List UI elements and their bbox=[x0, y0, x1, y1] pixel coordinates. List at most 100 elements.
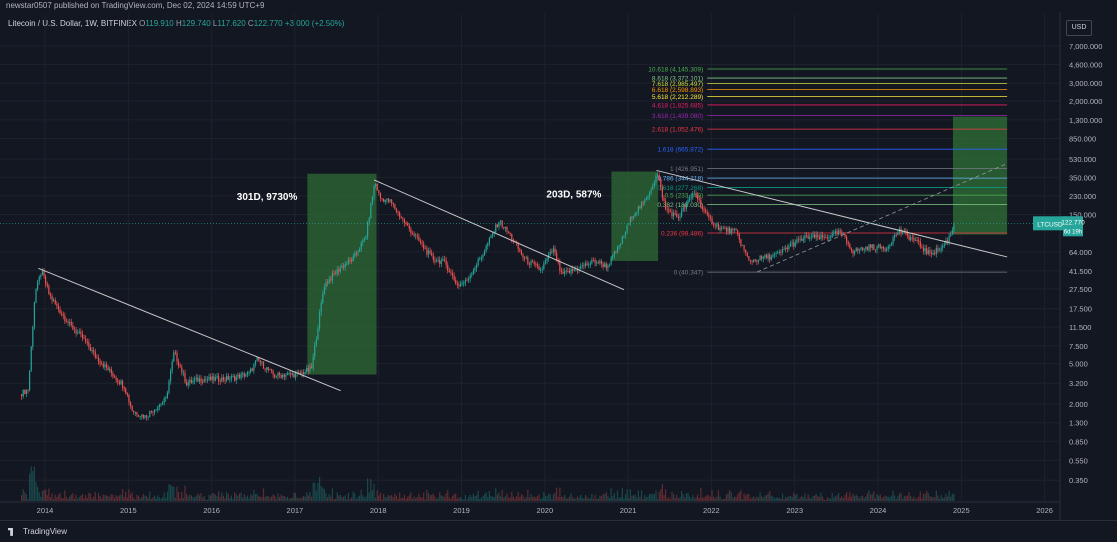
time-axis[interactable]: 2014 2015 2016 2017 2018 2019 2020 2021 2022 2023… bbox=[0, 501, 1060, 515]
candle-body bbox=[399, 212, 401, 218]
volume-bar bbox=[773, 498, 776, 501]
volume-bar bbox=[166, 491, 168, 501]
candle-body bbox=[85, 338, 87, 342]
candle-body bbox=[392, 202, 394, 205]
volume-bar bbox=[136, 494, 138, 501]
volume-bar bbox=[285, 497, 287, 501]
volume-bar bbox=[551, 499, 553, 501]
candle-body bbox=[581, 265, 583, 267]
volume-bar bbox=[890, 495, 893, 501]
volume-bar bbox=[320, 485, 322, 501]
volume-bar bbox=[70, 494, 72, 501]
volume-bar bbox=[391, 495, 393, 501]
volume-bar bbox=[418, 493, 420, 501]
volume-bar bbox=[458, 497, 460, 501]
volume-bar bbox=[266, 495, 268, 501]
volume-bar bbox=[522, 495, 524, 501]
volume-bar bbox=[479, 499, 481, 501]
candle-body bbox=[54, 300, 56, 304]
candle-body bbox=[112, 373, 114, 377]
volume-bar bbox=[746, 493, 748, 501]
candle-body bbox=[719, 227, 721, 230]
time-tick-label: 2024 bbox=[870, 506, 887, 515]
candle-body bbox=[421, 242, 423, 244]
price-tick-label: 3.200 bbox=[1069, 379, 1088, 388]
volume-bar bbox=[950, 496, 952, 501]
candle-body bbox=[831, 233, 833, 238]
volume-bar bbox=[918, 496, 920, 501]
currency-button[interactable]: USD bbox=[1066, 20, 1092, 36]
volume-bar bbox=[226, 492, 228, 501]
candle-body bbox=[684, 207, 686, 209]
symbol-title[interactable]: Litecoin / U.S. Dollar, 1W, BITFINEX bbox=[8, 19, 137, 28]
volume-bar bbox=[97, 493, 100, 501]
measure-boxes: 301D, 9730% 203D, 587% bbox=[237, 116, 1008, 375]
candle-body bbox=[208, 376, 210, 380]
volume-bar bbox=[65, 496, 68, 501]
volume-bar bbox=[40, 496, 42, 501]
candle-body bbox=[788, 246, 790, 249]
volume-bar bbox=[413, 496, 415, 501]
volume-bar bbox=[689, 496, 691, 501]
volume-bar bbox=[186, 493, 188, 501]
volume-bar bbox=[698, 497, 700, 501]
volume-bar bbox=[331, 488, 333, 501]
candle-body bbox=[846, 236, 848, 243]
volume-bar bbox=[86, 497, 88, 501]
volume-bar bbox=[809, 497, 811, 501]
candle-body bbox=[200, 378, 202, 383]
candle-body bbox=[30, 346, 32, 371]
volume-bar bbox=[152, 497, 154, 501]
volume-bar bbox=[280, 494, 282, 501]
volume-bar bbox=[157, 495, 159, 501]
candle-body bbox=[474, 268, 476, 271]
candle-body bbox=[495, 224, 497, 232]
volume-bar bbox=[250, 494, 252, 501]
price-tick-label: 230.000 bbox=[1069, 192, 1096, 201]
candle-body bbox=[879, 244, 881, 249]
volume-bar bbox=[25, 494, 28, 501]
volume-bar bbox=[450, 498, 452, 501]
volume-bar bbox=[142, 493, 144, 501]
published-by-text: newstar0507 published on TradingView.com… bbox=[6, 1, 265, 10]
candle-body bbox=[437, 259, 439, 261]
candle-body bbox=[77, 332, 79, 334]
volume-bar bbox=[509, 497, 511, 501]
volume-bar bbox=[557, 496, 559, 501]
candle-body bbox=[897, 232, 899, 235]
candle-body bbox=[642, 202, 644, 204]
volume-bar bbox=[812, 495, 814, 501]
candle-body bbox=[57, 305, 60, 310]
candle-body bbox=[416, 235, 418, 237]
volume-bar bbox=[836, 495, 838, 501]
candle-body bbox=[352, 256, 354, 262]
candle-body bbox=[115, 377, 117, 381]
candle-body bbox=[916, 240, 918, 241]
candle-body bbox=[251, 368, 253, 371]
volume-bar bbox=[59, 492, 61, 501]
candle-body bbox=[93, 350, 95, 353]
candle-body bbox=[259, 360, 261, 363]
candle-body bbox=[902, 232, 904, 234]
volume-bar bbox=[757, 497, 760, 501]
candle-body bbox=[754, 259, 756, 261]
candle-body bbox=[439, 259, 441, 264]
volume-bar bbox=[105, 495, 108, 501]
candle-body bbox=[158, 404, 160, 407]
candle-body bbox=[451, 272, 454, 276]
last-price-symbol-tag bbox=[1033, 216, 1067, 231]
candle-body bbox=[878, 244, 880, 247]
volume-bar bbox=[786, 497, 788, 501]
candle-body bbox=[141, 414, 143, 417]
candle-body bbox=[507, 231, 510, 233]
volume-bar bbox=[804, 493, 806, 501]
volume-bar bbox=[416, 496, 418, 501]
price-axis[interactable]: 7,000.000 4,600.000 3,000.000 2,000.000 1,30… bbox=[1033, 12, 1102, 520]
price-tick-label: 11.500 bbox=[1069, 323, 1091, 332]
volume-bar bbox=[684, 497, 686, 501]
price-chart[interactable]: 301D, 9730% 203D, 587% 0 (40.347) 0.236 (9… bbox=[0, 0, 1117, 520]
published-by-header: newstar0507 published on TradingView.com… bbox=[0, 0, 1117, 12]
volume-bar bbox=[174, 497, 176, 501]
candle-body bbox=[443, 259, 446, 261]
volume-bar bbox=[681, 490, 683, 501]
